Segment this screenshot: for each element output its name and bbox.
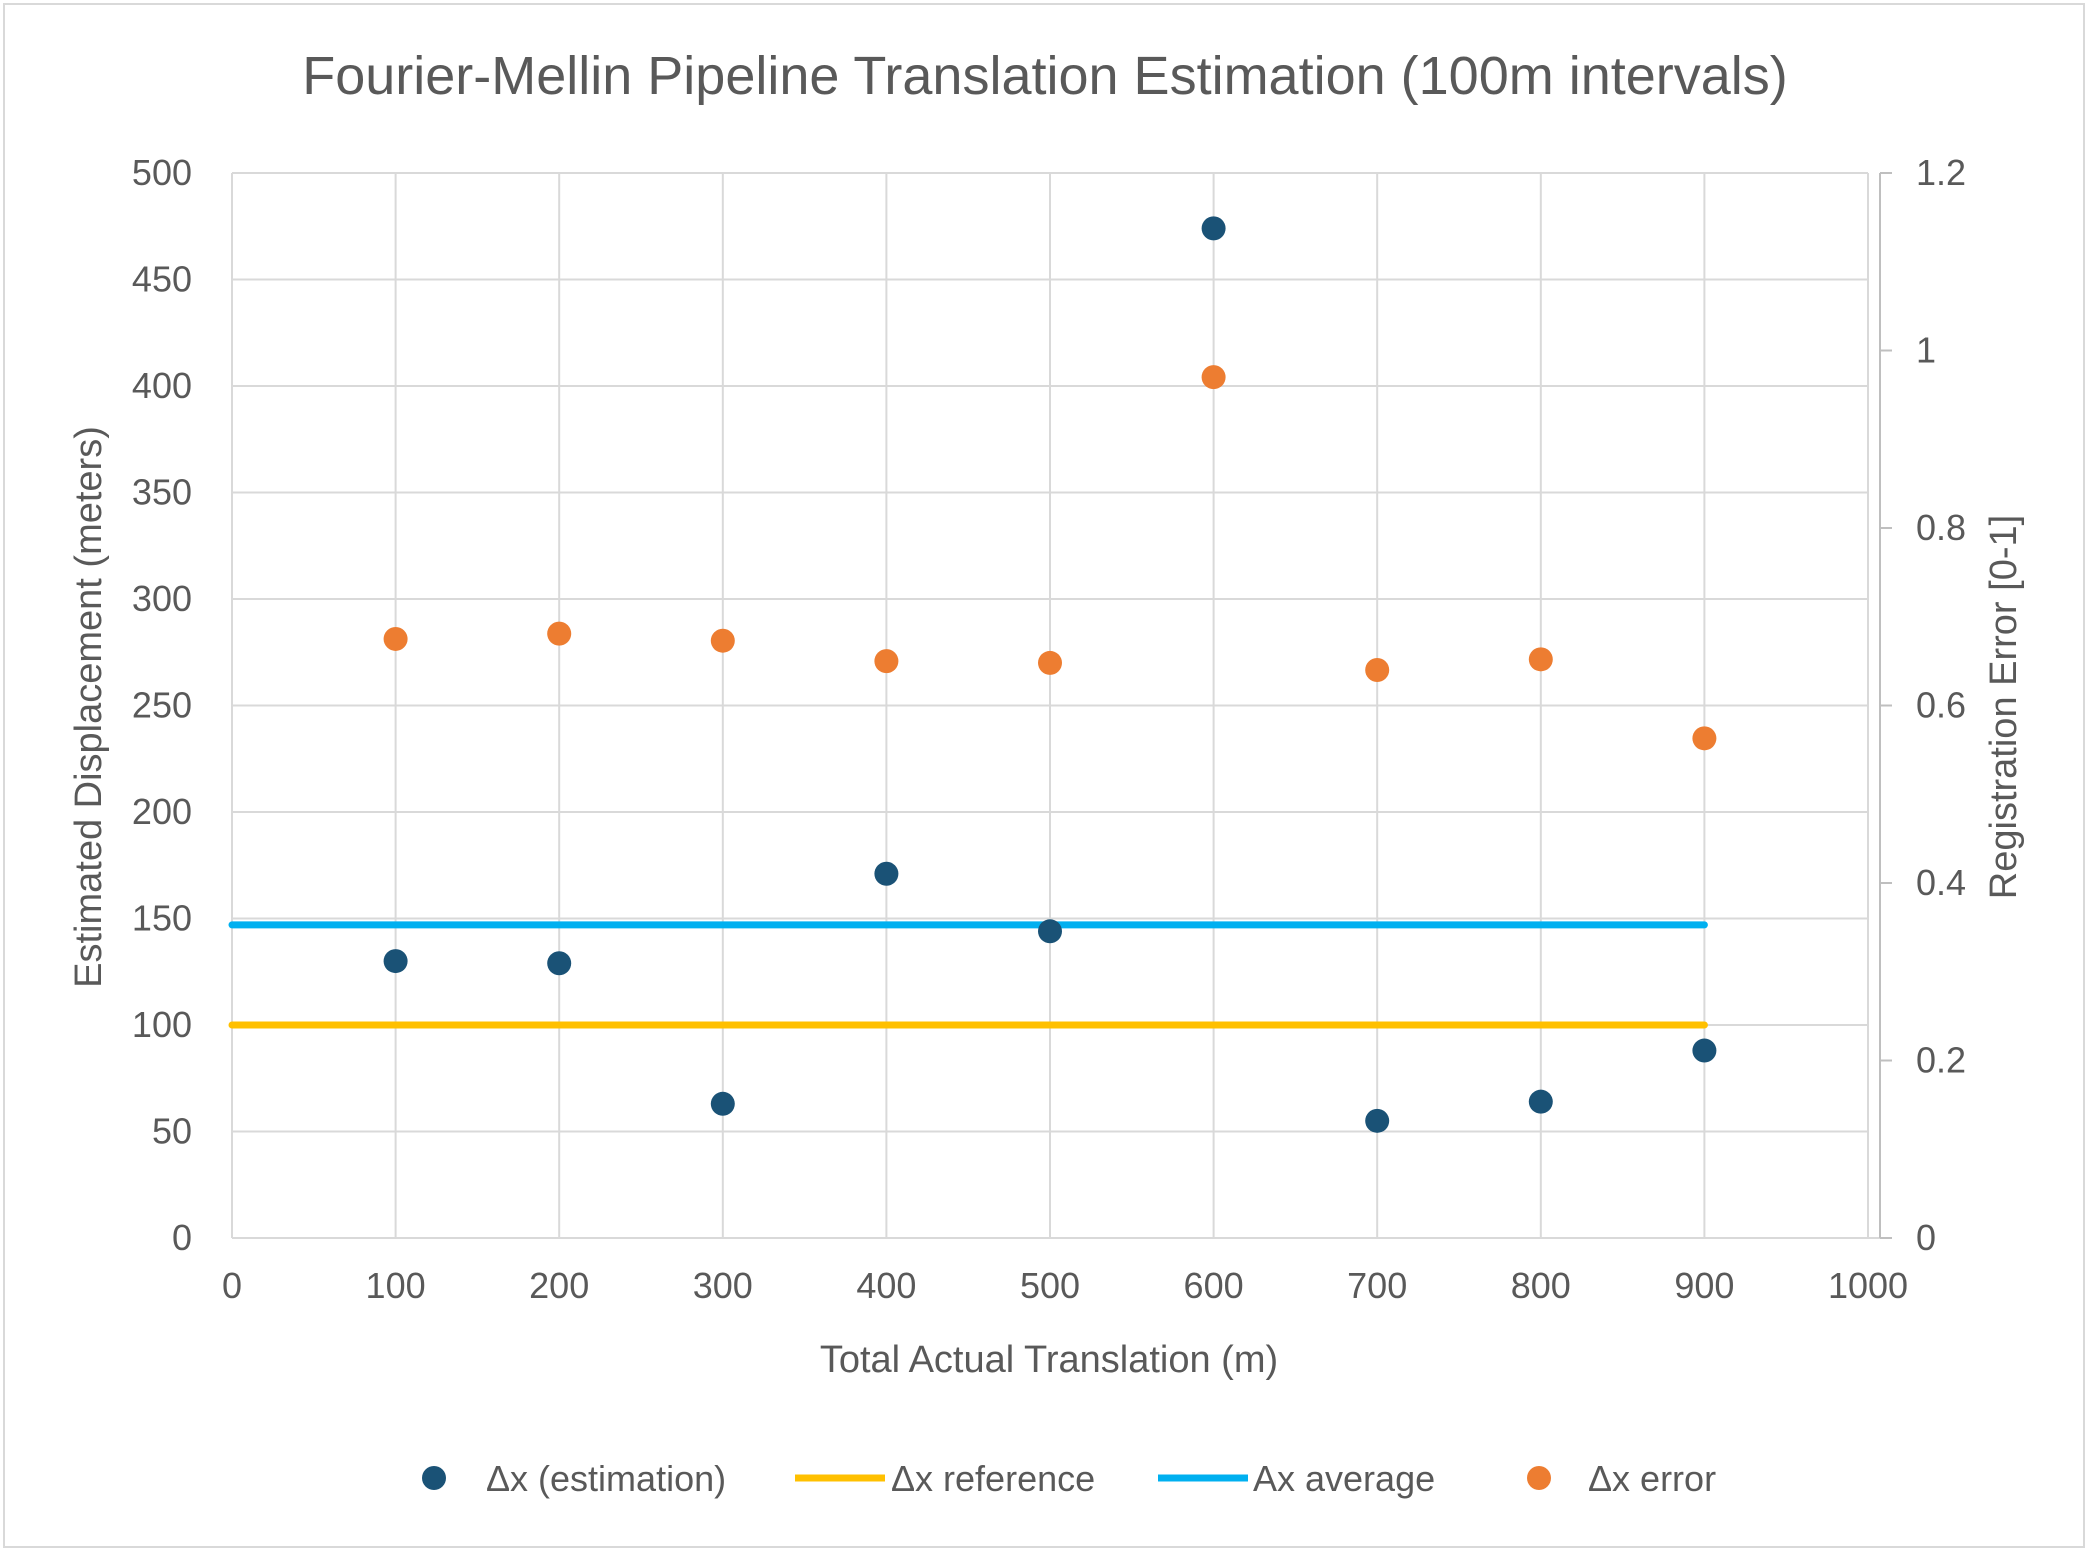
x-tick-label: 1000	[1828, 1265, 1908, 1306]
y2-tick-label: 1	[1916, 330, 1936, 371]
chart-frame	[3, 3, 2085, 1548]
y2-tick-label: 0.6	[1916, 685, 1966, 726]
x-tick-label: 800	[1511, 1265, 1571, 1306]
y2-tick-label: 0.4	[1916, 862, 1966, 903]
data-point	[1692, 1038, 1717, 1063]
axes	[231, 172, 1892, 1239]
y-tick-label: 300	[132, 578, 192, 619]
x-tick-label: 300	[693, 1265, 753, 1306]
chart-title: Fourier-Mellin Pipeline Translation Esti…	[302, 46, 1788, 106]
y-tick-label: 400	[132, 365, 192, 406]
data-point	[874, 649, 899, 674]
gridlines	[232, 172, 1868, 1238]
y-axis-title: Estimated Displacement (meters)	[68, 426, 110, 988]
data-point	[1692, 726, 1717, 751]
data-point	[1038, 650, 1062, 675]
tick-labels: 0 100 200 300 400 500 600 700 800 900 100005010015…	[132, 152, 1966, 1306]
x-tick-label: 200	[529, 1265, 589, 1306]
data-point	[1365, 1108, 1390, 1133]
data-point	[547, 951, 572, 976]
legend-label: Ax average	[1253, 1458, 1435, 1499]
legend-label: Δx error	[1588, 1458, 1716, 1499]
x-tick-label: 0	[222, 1265, 242, 1306]
y-tick-label: 450	[132, 259, 192, 300]
y-tick-label: 500	[132, 152, 192, 193]
data-point	[1201, 216, 1226, 241]
legend: Δx (estimation) Δx reference Ax average Δx …	[422, 1458, 1716, 1499]
y2-axis-title: Registration Error [0-1]	[1983, 515, 2025, 899]
data-point	[710, 1091, 735, 1116]
data-point	[547, 621, 572, 646]
y2-tick-label: 0.8	[1916, 507, 1966, 548]
y-tick-label: 50	[152, 1111, 192, 1152]
y-tick-label: 350	[132, 472, 192, 513]
x-tick-label: 100	[366, 1265, 426, 1306]
legend-label: Δx (estimation)	[486, 1458, 726, 1499]
data-point	[1528, 1089, 1553, 1114]
x-axis-title: Total Actual Translation (m)	[820, 1339, 1278, 1381]
y2-tick-label: 0	[1916, 1217, 1936, 1258]
y-tick-label: 250	[132, 685, 192, 726]
y-tick-label: 0	[172, 1217, 192, 1258]
data-point	[1528, 647, 1553, 672]
data-point	[383, 626, 408, 651]
y-tick-label: 150	[132, 898, 192, 939]
x-tick-label: 500	[1020, 1265, 1080, 1306]
x-tick-label: 900	[1674, 1265, 1734, 1306]
data-point	[1038, 919, 1062, 944]
y-tick-label: 200	[132, 791, 192, 832]
y2-tick-label: 1.2	[1916, 152, 1966, 193]
y-tick-label: 100	[132, 1004, 192, 1045]
series-layer	[228, 216, 1717, 1133]
legend-label: Δx reference	[891, 1458, 1095, 1499]
x-tick-label: 600	[1184, 1265, 1244, 1306]
legend-marker	[422, 1466, 446, 1490]
y2-tick-label: 0.2	[1916, 1040, 1966, 1081]
data-point	[383, 949, 408, 974]
data-point	[874, 861, 899, 886]
data-point	[1201, 365, 1226, 390]
data-point	[710, 628, 735, 653]
legend-marker	[1527, 1466, 1551, 1490]
data-point	[1365, 658, 1390, 682]
x-tick-label: 400	[856, 1265, 916, 1306]
x-tick-label: 700	[1347, 1265, 1407, 1306]
